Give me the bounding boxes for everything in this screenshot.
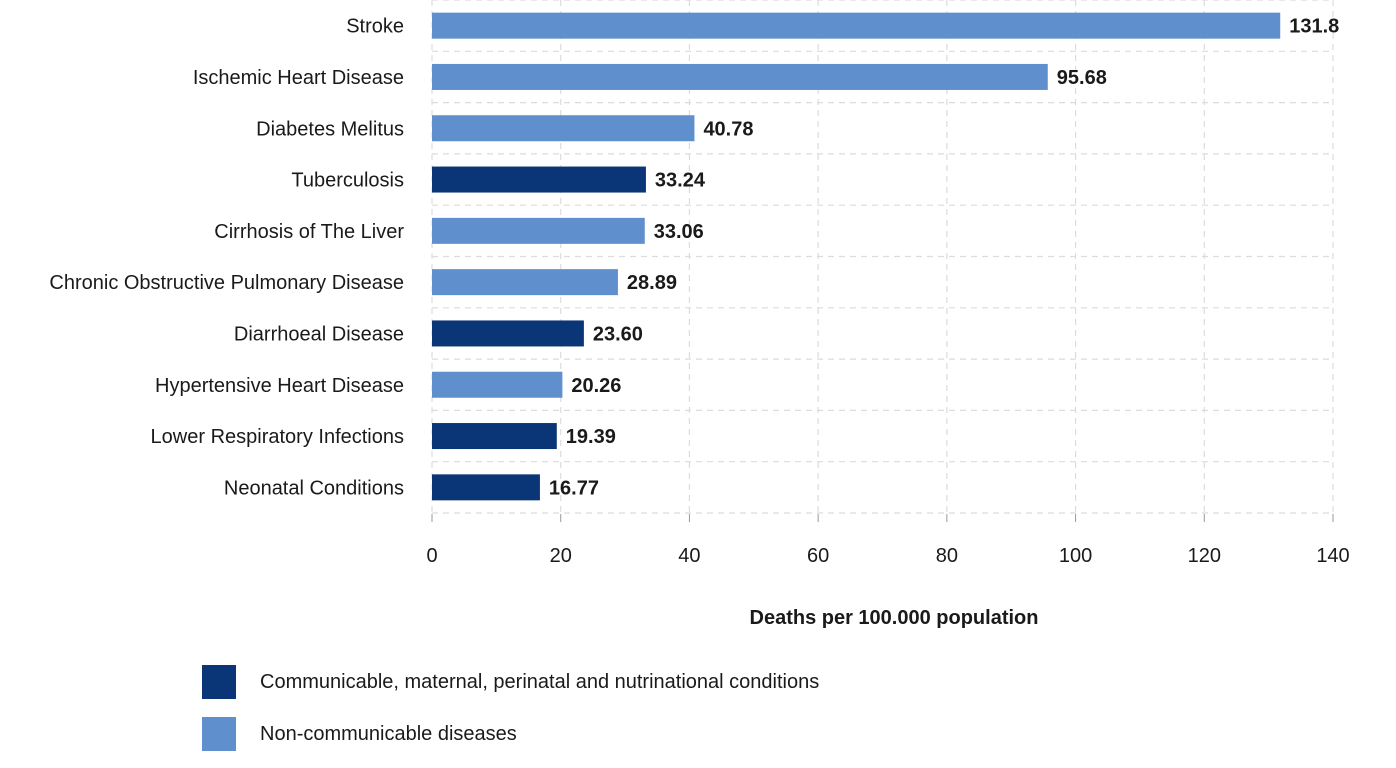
category-label-2: Diabetes Melitus bbox=[256, 118, 404, 140]
category-label-5: Chronic Obstructive Pulmonary Disease bbox=[49, 272, 404, 294]
legend-swatch-communicable bbox=[202, 665, 236, 699]
bar-6 bbox=[432, 320, 584, 347]
bar-1 bbox=[432, 63, 1048, 90]
x-tick-label-1: 20 bbox=[550, 545, 572, 567]
category-label-3: Tuberculosis bbox=[291, 170, 404, 192]
value-label-8: 19.39 bbox=[566, 426, 616, 448]
value-label-4: 33.06 bbox=[654, 221, 704, 243]
legend-label-non-communicable: Non-communicable diseases bbox=[260, 722, 517, 745]
category-label-4: Cirrhosis of The Liver bbox=[214, 221, 404, 243]
bar-5 bbox=[432, 269, 618, 296]
value-label-0: 131.8 bbox=[1289, 16, 1339, 38]
bar-8 bbox=[432, 423, 557, 450]
category-label-6: Diarrhoeal Disease bbox=[234, 323, 404, 345]
value-label-7: 20.26 bbox=[571, 375, 621, 397]
legend-item-non-communicable: Non-communicable diseases bbox=[202, 716, 819, 752]
value-label-5: 28.89 bbox=[627, 272, 677, 294]
bar-4 bbox=[432, 217, 645, 244]
bar-3 bbox=[432, 166, 646, 193]
category-label-7: Hypertensive Heart Disease bbox=[155, 375, 404, 397]
value-label-1: 95.68 bbox=[1057, 67, 1107, 89]
x-axis-title: Deaths per 100.000 population bbox=[750, 607, 1039, 629]
x-tick-label-7: 140 bbox=[1316, 545, 1349, 567]
x-tick-label-0: 0 bbox=[426, 545, 437, 567]
legend: Communicable, maternal, perinatal and nu… bbox=[202, 664, 819, 768]
bar-chart: Stroke 131.8 Ischemic Heart Disease 95.68 Di… bbox=[49, 0, 1350, 629]
category-label-0: Stroke bbox=[346, 16, 404, 38]
x-tick-label-3: 60 bbox=[807, 545, 829, 567]
bar-0 bbox=[432, 12, 1281, 39]
category-label-1: Ischemic Heart Disease bbox=[193, 67, 404, 89]
category-label-8: Lower Respiratory Infections bbox=[151, 426, 404, 448]
x-tick-label-4: 80 bbox=[936, 545, 958, 567]
legend-label-communicable: Communicable, maternal, perinatal and nu… bbox=[260, 670, 820, 693]
x-tick-label-5: 100 bbox=[1059, 545, 1092, 567]
value-label-3: 33.24 bbox=[655, 170, 706, 192]
x-tick-label-6: 120 bbox=[1188, 545, 1221, 567]
bar-9 bbox=[432, 474, 540, 501]
legend-item-communicable: Communicable, maternal, perinatal and nu… bbox=[202, 664, 819, 700]
bar-7 bbox=[432, 371, 563, 398]
value-label-9: 16.77 bbox=[549, 477, 599, 499]
value-label-2: 40.78 bbox=[703, 118, 753, 140]
category-label-9: Neonatal Conditions bbox=[224, 477, 404, 499]
bar-2 bbox=[432, 115, 695, 142]
value-label-6: 23.60 bbox=[593, 323, 643, 345]
x-tick-label-2: 40 bbox=[678, 545, 700, 567]
legend-swatch-non-communicable bbox=[202, 717, 236, 751]
